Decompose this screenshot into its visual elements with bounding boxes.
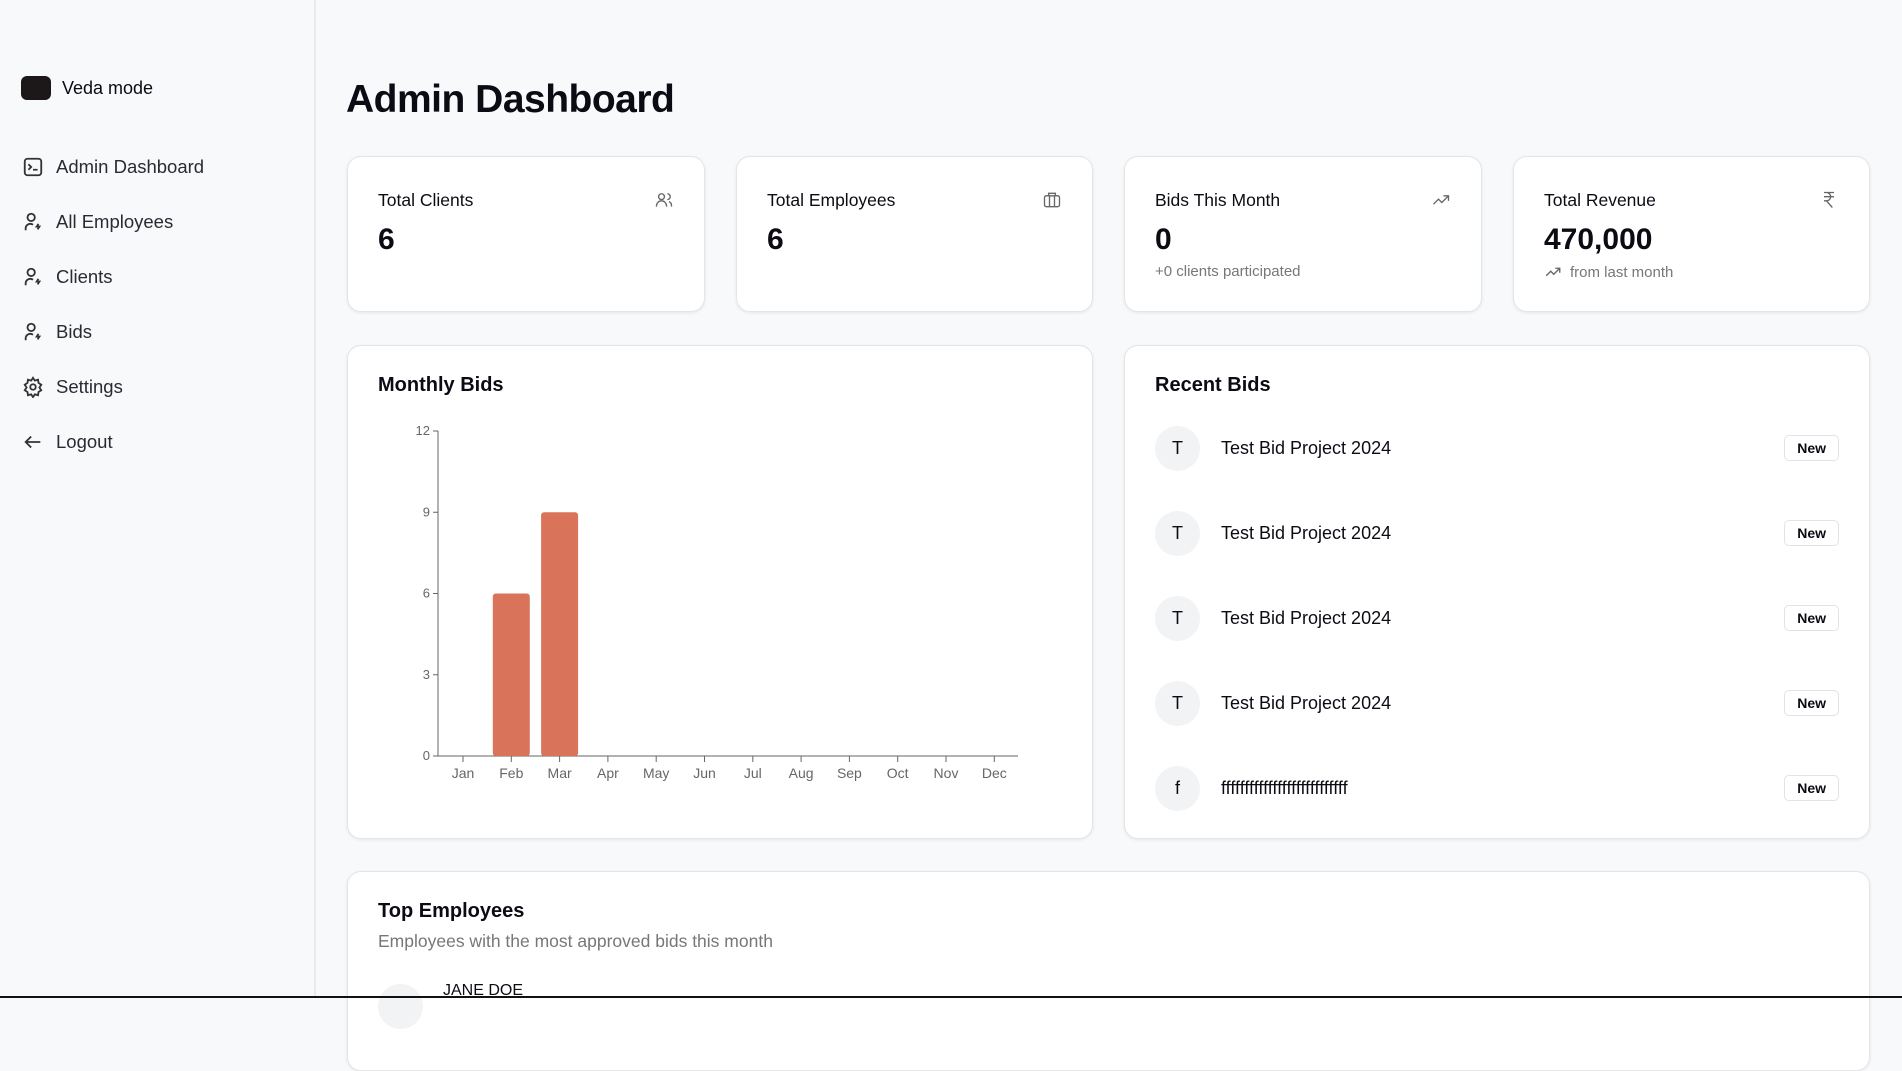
sidebar: Veda mode Admin Dashboard All Employees … bbox=[0, 0, 316, 998]
status-badge[interactable]: New bbox=[1784, 605, 1839, 631]
bid-avatar: T bbox=[1155, 680, 1200, 726]
x-tick-label: Jul bbox=[744, 765, 762, 781]
bid-avatar: f bbox=[1155, 765, 1200, 811]
arrow-left-icon bbox=[24, 435, 41, 449]
terminal-square-icon bbox=[23, 157, 43, 177]
status-badge[interactable]: New bbox=[1784, 775, 1839, 801]
bid-avatar: T bbox=[1155, 425, 1200, 471]
status-badge[interactable]: New bbox=[1784, 690, 1839, 716]
stat-card-total-clients: Total Clients 6 bbox=[347, 156, 705, 312]
sidebar-item-settings[interactable]: Settings bbox=[22, 376, 123, 398]
y-tick-label: 12 bbox=[416, 423, 430, 438]
sidebar-item-label: All Employees bbox=[56, 211, 174, 232]
stat-value: 0 bbox=[1155, 223, 1172, 256]
stat-label: Bids This Month bbox=[1155, 190, 1281, 210]
x-tick-label: Sep bbox=[837, 765, 862, 781]
bar-feb bbox=[492, 593, 530, 756]
sidebar-item-label: Bids bbox=[56, 321, 92, 342]
sidebar-item-logout[interactable]: Logout bbox=[22, 431, 113, 453]
sidebar-item-admin-dashboard[interactable]: Admin Dashboard bbox=[22, 156, 204, 178]
employee-avatar bbox=[378, 984, 423, 1029]
stat-value: 6 bbox=[767, 223, 784, 256]
sidebar-item-label: Admin Dashboard bbox=[56, 156, 205, 177]
y-tick-label: 6 bbox=[423, 586, 430, 601]
card-subtitle: Employees with the most approved bids th… bbox=[378, 931, 773, 951]
stat-card-bids-this-month: Bids This Month 0 +0 clients participate… bbox=[1124, 156, 1482, 312]
y-tick-label: 0 bbox=[423, 748, 430, 763]
sidebar-item-all-employees[interactable]: All Employees bbox=[22, 211, 173, 233]
gear-icon bbox=[23, 376, 43, 398]
bid-title: fffffffffffffffffffffffffff bbox=[1221, 777, 1348, 798]
recent-bid-row[interactable]: T Test Bid Project 2024 New bbox=[1155, 680, 1839, 726]
x-tick-label: Jan bbox=[452, 765, 475, 781]
trending-up-icon bbox=[1433, 195, 1450, 205]
monthly-bids-chart: 0 3 6 9 12 Jan Feb Mar Apr May Jun Jul Aug Sep Oct Nov D… bbox=[416, 423, 1018, 781]
status-badge[interactable]: New bbox=[1784, 520, 1839, 546]
stat-label: Total Employees bbox=[767, 190, 896, 210]
bid-title: Test Bid Project 2024 bbox=[1221, 522, 1392, 543]
user-bolt-icon bbox=[24, 322, 42, 341]
card-title: Monthly Bids bbox=[378, 374, 504, 396]
stat-sub: +0 clients participated bbox=[1155, 263, 1301, 280]
bar-mar bbox=[541, 512, 579, 756]
x-tick-label: Oct bbox=[887, 765, 909, 781]
x-tick-label: Dec bbox=[982, 765, 1007, 781]
x-tick-label: Feb bbox=[499, 765, 523, 781]
briefcase-icon bbox=[1043, 192, 1061, 208]
window-edge bbox=[0, 996, 1902, 998]
trending-up-icon bbox=[1545, 267, 1561, 277]
x-tick-label: May bbox=[643, 765, 669, 781]
sidebar-item-clients[interactable]: Clients bbox=[22, 266, 113, 288]
recent-bids-card: Recent Bids T Test Bid Project 2024 New T… bbox=[1124, 345, 1870, 839]
top-employees-card: Top Employees Employees with the most ap… bbox=[347, 871, 1870, 1071]
x-tick-label: Apr bbox=[597, 765, 619, 781]
stat-label: Total Revenue bbox=[1544, 190, 1656, 210]
x-tick-label: Jun bbox=[693, 765, 716, 781]
bid-title: Test Bid Project 2024 bbox=[1221, 437, 1392, 458]
bid-title: Test Bid Project 2024 bbox=[1221, 692, 1392, 713]
stat-sub-text: from last month bbox=[1570, 263, 1674, 281]
brand-logo-icon bbox=[21, 76, 51, 100]
page-title: Admin Dashboard bbox=[346, 78, 675, 121]
card-title: Top Employees bbox=[378, 900, 525, 922]
stat-sub-text: +0 clients participated bbox=[1155, 263, 1301, 280]
bid-avatar: T bbox=[1155, 595, 1200, 641]
brand-name: Veda mode bbox=[62, 77, 154, 98]
stat-sub: from last month bbox=[1544, 263, 1673, 281]
stat-card-total-employees: Total Employees 6 bbox=[736, 156, 1093, 312]
bid-avatar: T bbox=[1155, 510, 1200, 556]
y-tick-label: 3 bbox=[423, 667, 430, 682]
sidebar-item-label: Logout bbox=[56, 431, 113, 452]
x-tick-label: Aug bbox=[789, 765, 814, 781]
monthly-bids-card: Monthly Bids 0 3 6 9 12 Jan Feb Mar Apr May Jun Jul… bbox=[347, 345, 1093, 839]
bid-title: Test Bid Project 2024 bbox=[1221, 607, 1392, 628]
status-badge[interactable]: New bbox=[1784, 435, 1839, 461]
recent-bid-row[interactable]: f fffffffffffffffffffffffffff New bbox=[1155, 765, 1839, 811]
employee-name: JANE DOE bbox=[443, 982, 524, 999]
recent-bid-row[interactable]: T Test Bid Project 2024 New bbox=[1155, 425, 1839, 471]
x-tick-label: Nov bbox=[934, 765, 959, 781]
stat-card-total-revenue: Total Revenue 470,000 from last month bbox=[1513, 156, 1870, 312]
stat-value: 6 bbox=[378, 223, 395, 256]
x-tick-label: Mar bbox=[548, 765, 572, 781]
stat-value: 470,000 bbox=[1544, 223, 1653, 256]
user-bolt-icon bbox=[24, 267, 42, 286]
card-title: Recent Bids bbox=[1155, 374, 1271, 396]
sidebar-item-bids[interactable]: Bids bbox=[22, 321, 92, 343]
stat-label: Total Clients bbox=[378, 190, 474, 210]
brand[interactable]: Veda mode bbox=[21, 76, 153, 100]
users-icon bbox=[655, 193, 673, 207]
recent-bid-row[interactable]: T Test Bid Project 2024 New bbox=[1155, 510, 1839, 556]
recent-bid-row[interactable]: T Test Bid Project 2024 New bbox=[1155, 595, 1839, 641]
y-tick-label: 9 bbox=[423, 504, 430, 519]
user-bolt-icon bbox=[24, 212, 42, 231]
rupee-icon bbox=[1824, 191, 1834, 208]
sidebar-item-label: Settings bbox=[56, 376, 123, 397]
sidebar-item-label: Clients bbox=[56, 266, 113, 287]
